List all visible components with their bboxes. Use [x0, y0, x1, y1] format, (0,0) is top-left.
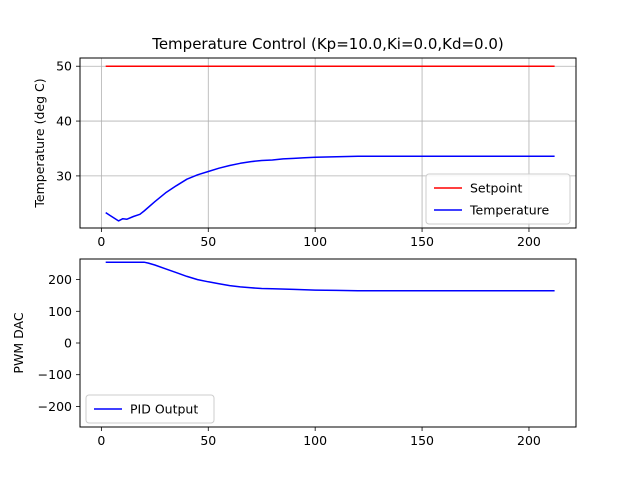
temperature-x-tick-label-3: 150 — [410, 234, 434, 249]
pwm-x-tick-label-4: 200 — [517, 433, 541, 448]
temperature-legend-label-0: Setpoint — [470, 181, 523, 196]
temperature-legend: Setpoint Temperature — [425, 173, 571, 225]
pwm-ticks: 0 50 100 150 200 −200 −100 0 100 200 — [38, 272, 541, 448]
temperature-x-tick-label-2: 100 — [303, 234, 327, 249]
temperature-plot-frame — [79, 57, 577, 229]
pwm-legend-box — [85, 394, 215, 424]
pwm-series-line-pid-output — [105, 261, 555, 292]
temperature-legend-box — [425, 173, 571, 225]
temperature-x-tick-label-0: 0 — [97, 234, 105, 249]
pwm-y-tick-label-3: 100 — [48, 304, 72, 319]
pwm-y-tick-label-0: −200 — [38, 399, 72, 414]
temperature-legend-label-1: Temperature — [469, 203, 549, 218]
temperature-x-tick-label-1: 50 — [200, 234, 216, 249]
temperature-y-tick-label-0: 30 — [56, 168, 72, 183]
pwm-y-axis-label: PWM DAC — [11, 312, 26, 373]
pwm-series — [105, 261, 555, 292]
pwm-x-tick-label-0: 0 — [97, 433, 105, 448]
pwm-x-tick-label-1: 50 — [200, 433, 216, 448]
temperature-plot-title: Temperature Control (Kp=10.0,Ki=0.0,Kd=0… — [151, 35, 504, 53]
temperature-x-tick-label-4: 200 — [517, 234, 541, 249]
pwm-legend: PID Output — [85, 394, 215, 424]
pwm-plot: PWM DAC 0 50 100 150 200 −200 −100 0 100 200 PID … — [11, 258, 577, 448]
temperature-y-tick-label-2: 50 — [56, 59, 72, 74]
temperature-series-line-temperature — [105, 155, 555, 222]
temperature-series — [105, 65, 555, 222]
temperature-y-axis-label: Temperature (deg C) — [32, 78, 47, 208]
pwm-x-tick-label-2: 100 — [303, 433, 327, 448]
temperature-plot: Temperature Control (Kp=10.0,Ki=0.0,Kd=0… — [32, 35, 577, 249]
temperature-y-tick-label-1: 40 — [56, 114, 72, 129]
pwm-y-tick-label-4: 200 — [48, 272, 72, 287]
temperature-ticks: 0 50 100 150 200 30 40 50 — [56, 59, 541, 249]
pwm-y-tick-label-1: −100 — [38, 367, 72, 382]
pwm-legend-label-0: PID Output — [130, 402, 198, 417]
pwm-x-tick-label-3: 150 — [410, 433, 434, 448]
pwm-y-tick-label-2: 0 — [64, 336, 72, 351]
